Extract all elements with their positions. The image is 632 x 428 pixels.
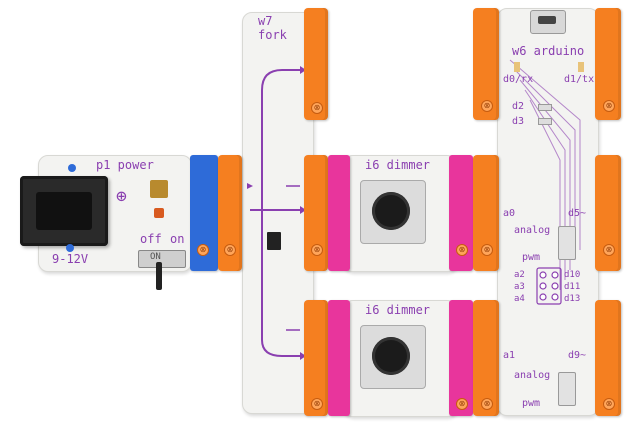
arduino-pwm-bottom-label: pwm bbox=[522, 398, 541, 409]
screw-icon: ⊗ bbox=[311, 102, 323, 114]
arduino-d0-label: d0/rx bbox=[503, 74, 534, 85]
arduino-a0-label: a0 bbox=[503, 208, 516, 219]
switch-off-label: off bbox=[140, 232, 162, 246]
screw-icon: ⊗ bbox=[481, 244, 493, 256]
screw-icon: ⊗ bbox=[456, 244, 468, 256]
arduino-d3-label: d3 bbox=[512, 116, 525, 127]
power-jack-hole bbox=[36, 192, 92, 230]
arduino-module-label: w6 arduino bbox=[512, 44, 585, 58]
screw-icon: ⊗ bbox=[311, 244, 323, 256]
arduino-d5-label: d5~ bbox=[568, 208, 587, 219]
arduino-led bbox=[578, 62, 584, 72]
switch-on-label: on bbox=[170, 232, 185, 246]
arduino-a3-label: a3 bbox=[514, 282, 525, 292]
screw-icon: ⊗ bbox=[456, 398, 468, 410]
fork-module-label: w7 fork bbox=[258, 14, 287, 42]
screw-icon: ⊗ bbox=[603, 100, 615, 112]
switch-icon[interactable] bbox=[558, 372, 576, 406]
screw-icon: ⊗ bbox=[311, 398, 323, 410]
fork-output-bottom[interactable] bbox=[304, 300, 328, 416]
fork-chip bbox=[267, 232, 281, 250]
arduino-d9-label: d9~ bbox=[568, 350, 587, 361]
power-voltage-label: 9-12V bbox=[52, 252, 89, 266]
arduino-led bbox=[538, 118, 552, 125]
usb-port-opening bbox=[538, 16, 556, 24]
switch-lever[interactable] bbox=[156, 262, 162, 290]
power-module-label: p1 power bbox=[96, 158, 154, 172]
screw-icon: ⊗ bbox=[481, 398, 493, 410]
arduino-output-d9[interactable] bbox=[595, 300, 621, 416]
arduino-board[interactable] bbox=[497, 8, 599, 416]
power-led bbox=[154, 208, 164, 218]
screw-icon: ⊗ bbox=[603, 244, 615, 256]
dimmer-top-label: i6 dimmer bbox=[365, 158, 431, 172]
dimmer-bottom-label: i6 dimmer bbox=[365, 303, 431, 317]
power-regulator bbox=[150, 180, 168, 198]
screw-icon: ⊗ bbox=[197, 244, 209, 256]
screw-icon: ⊗ bbox=[603, 398, 615, 410]
arduino-a2-label: a2 bbox=[514, 270, 525, 280]
arduino-d1-label: d1/tx bbox=[564, 74, 595, 85]
arduino-a1-label: a1 bbox=[503, 350, 516, 361]
switch-icon[interactable] bbox=[138, 250, 186, 268]
arduino-analog-bottom-label: analog bbox=[514, 370, 551, 381]
switch-mark: ON bbox=[150, 252, 161, 262]
arduino-d2-label: d2 bbox=[512, 101, 525, 112]
screw-icon: ⊗ bbox=[481, 100, 493, 112]
screw-icon: ⊗ bbox=[224, 244, 236, 256]
dimmer-bottom-input-connector[interactable] bbox=[328, 300, 350, 416]
switch-icon[interactable] bbox=[558, 226, 576, 260]
arduino-analog-top-label: analog bbox=[514, 225, 551, 236]
fork-output-top[interactable] bbox=[304, 8, 328, 120]
arduino-input-a1[interactable] bbox=[473, 300, 499, 416]
power-indicator-dot-2 bbox=[66, 244, 74, 252]
dimmer-top-input-connector[interactable] bbox=[328, 155, 350, 271]
arduino-d10-label: d10 bbox=[564, 270, 581, 280]
arduino-led bbox=[514, 62, 520, 72]
arduino-pwm-top-label: pwm bbox=[522, 252, 541, 263]
arduino-d13-label: d13 bbox=[564, 294, 581, 304]
dc-polarity-icon: ⊕ bbox=[116, 186, 127, 207]
arduino-d11-label: d11 bbox=[564, 282, 581, 292]
dimmer-bottom-output-connector[interactable] bbox=[449, 300, 473, 416]
fork-board[interactable] bbox=[242, 12, 314, 414]
power-indicator-dot bbox=[68, 164, 76, 172]
arduino-led bbox=[538, 104, 552, 111]
knob-bottom[interactable] bbox=[372, 337, 410, 375]
arduino-a4-label: a4 bbox=[514, 294, 525, 304]
knob-top[interactable] bbox=[372, 192, 410, 230]
